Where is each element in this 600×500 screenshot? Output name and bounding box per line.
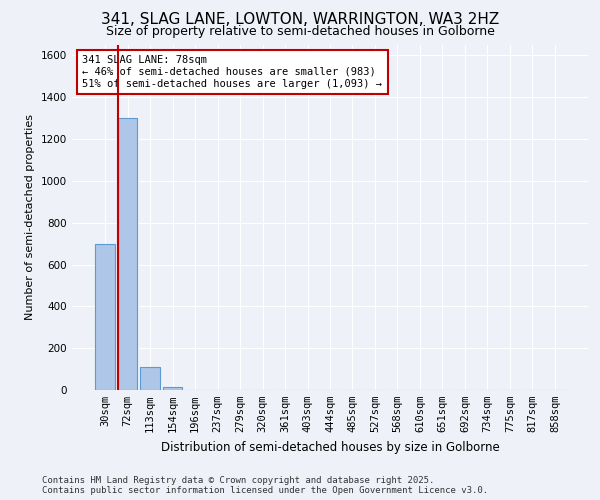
Bar — [118, 118, 137, 390]
Text: Contains HM Land Registry data © Crown copyright and database right 2025.
Contai: Contains HM Land Registry data © Crown c… — [42, 476, 488, 495]
Text: Size of property relative to semi-detached houses in Golborne: Size of property relative to semi-detach… — [106, 25, 494, 38]
Text: 341 SLAG LANE: 78sqm
← 46% of semi-detached houses are smaller (983)
51% of semi: 341 SLAG LANE: 78sqm ← 46% of semi-detac… — [82, 56, 382, 88]
Y-axis label: Number of semi-detached properties: Number of semi-detached properties — [25, 114, 35, 320]
Bar — [95, 244, 115, 390]
X-axis label: Distribution of semi-detached houses by size in Golborne: Distribution of semi-detached houses by … — [161, 440, 499, 454]
Bar — [163, 387, 182, 390]
Bar — [140, 367, 160, 390]
Text: 341, SLAG LANE, LOWTON, WARRINGTON, WA3 2HZ: 341, SLAG LANE, LOWTON, WARRINGTON, WA3 … — [101, 12, 499, 28]
